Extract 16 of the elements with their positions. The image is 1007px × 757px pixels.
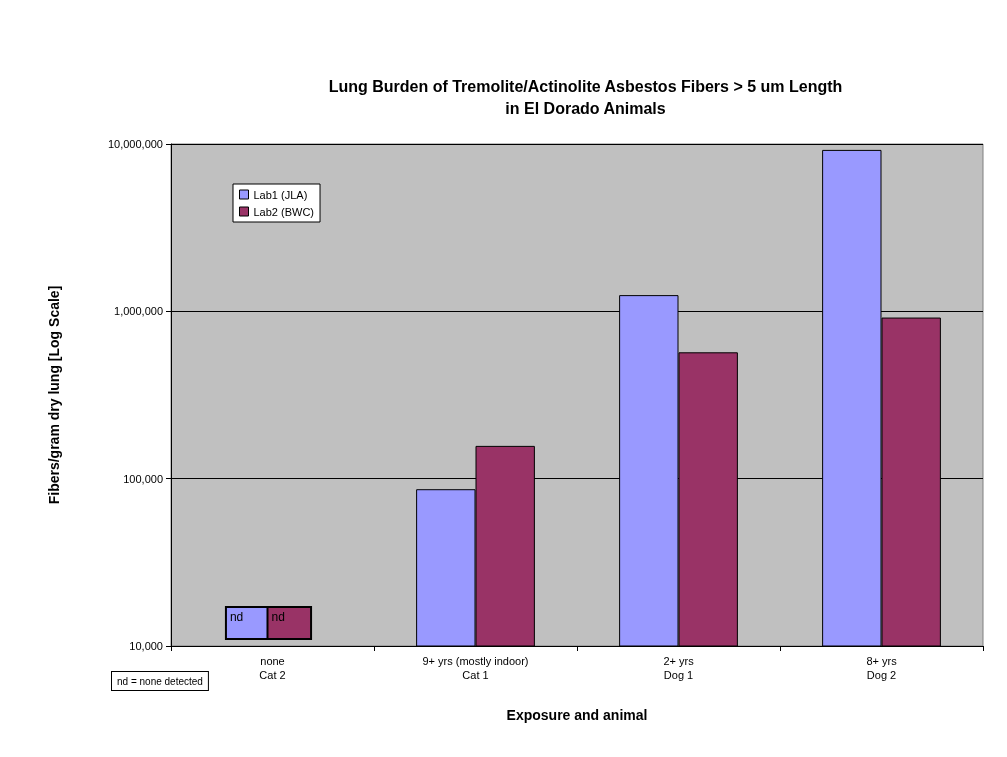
x-axis-title: Exposure and animal	[506, 707, 648, 723]
text: nd = none detected	[117, 675, 203, 687]
legend-label: Lab1 (JLA)	[253, 188, 308, 201]
chart-title: Lung Burden of Tremolite/Actinolite Asbestos Fibers > 5 um Length in El Dorado Animals	[328, 77, 843, 117]
y-tick-label: 10,000,000	[107, 138, 163, 150]
y-tick-label: 100,000	[123, 472, 163, 485]
y-axis-title: Fibers/gram dry lung [Log Scale]	[46, 285, 62, 505]
y-tick-label: 1,000,000	[114, 305, 163, 318]
x-tick-label: 8+ yrs Dog 2	[866, 655, 898, 681]
y-tick-label: 10,000	[129, 640, 163, 652]
x-tick-label: 9+ yrs (mostly indoor) Cat 1	[422, 655, 529, 681]
legend-label: Lab2 (BWC)	[253, 205, 315, 218]
x-tick-label: 2+ yrs Dog 1	[663, 655, 695, 681]
text: nd	[229, 610, 244, 624]
x-tick-label: none Cat 2	[259, 655, 286, 681]
text: nd	[271, 610, 285, 624]
